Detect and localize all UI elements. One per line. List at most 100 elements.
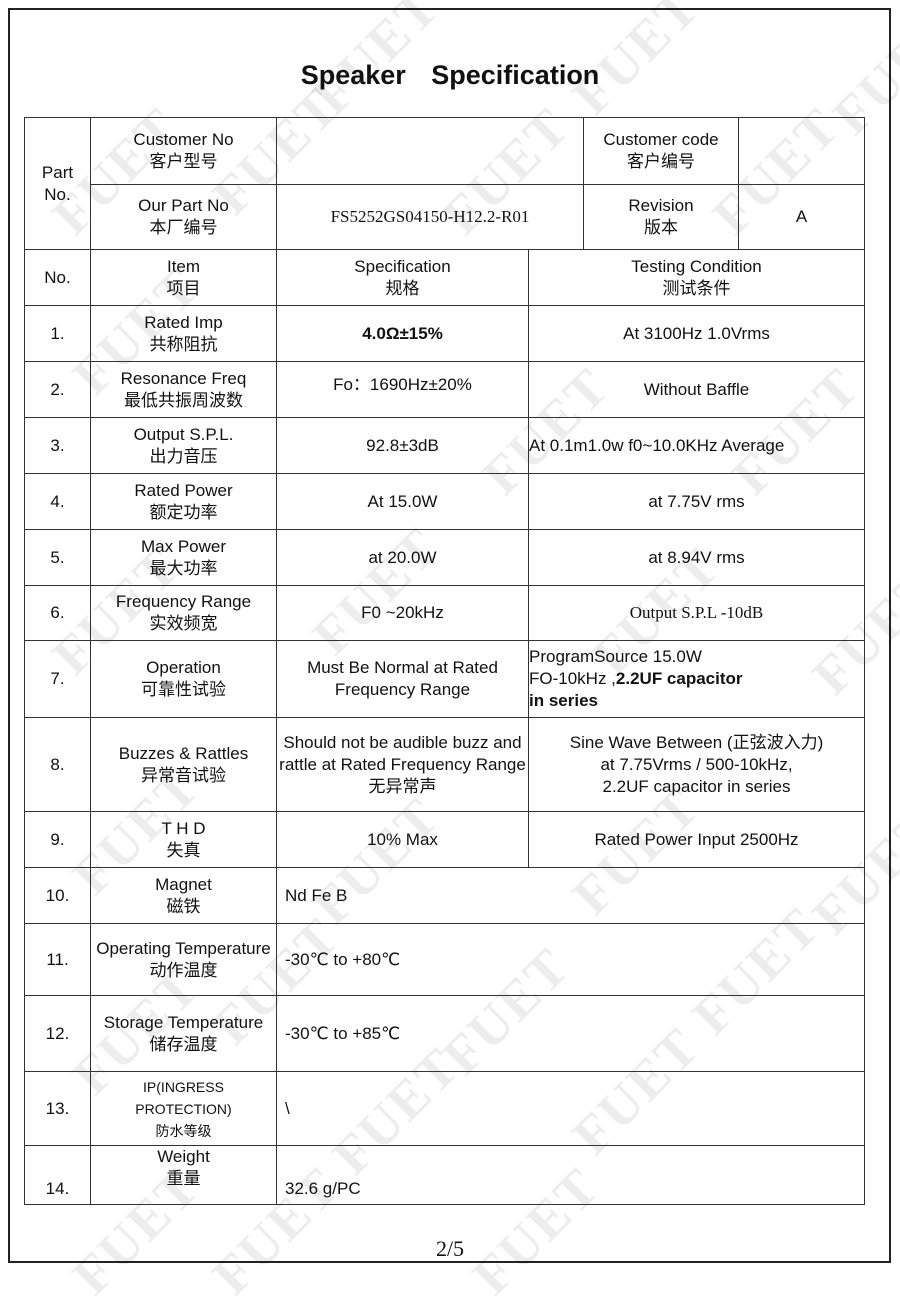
table-row: 4. Rated Power 额定功率 At 15.0W at 7.75V rms bbox=[24, 473, 865, 530]
spec-cell: 10% Max bbox=[276, 811, 529, 868]
label-cn: 客户型号 bbox=[149, 152, 218, 171]
test-line: FO-10kHz , bbox=[529, 669, 616, 688]
item-cn: 最大功率 bbox=[149, 558, 218, 578]
item-cell: Buzzes & Rattles 异常音试验 bbox=[90, 717, 277, 812]
item-cell: T H D 失真 bbox=[90, 811, 277, 868]
table-row: 2. Resonance Freq 最低共振周波数 Fo：1690Hz±20% With… bbox=[24, 361, 865, 418]
item-en: Storage Temperature bbox=[103, 1012, 264, 1032]
item-en: IP(INGRESS PROTECTION) bbox=[135, 1078, 232, 1117]
test-cell: At 3100Hz 1.0Vrms bbox=[528, 305, 865, 362]
item-cell: Operating Temperature 动作温度 bbox=[90, 923, 277, 996]
item-cn: 失真 bbox=[166, 840, 201, 860]
test-cell: Sine Wave Between (正弦波入力) at 7.75Vrms / 5… bbox=[528, 717, 865, 812]
spec-text: 4.0Ω±15% bbox=[362, 323, 443, 343]
item-cell: Output S.P.L. 出力音压 bbox=[90, 417, 277, 474]
spec-cell: at 20.0W bbox=[276, 529, 529, 586]
our-part-no-label: Our Part No 本厂编号 bbox=[90, 184, 277, 250]
item-cn: 共称阻抗 bbox=[149, 334, 218, 354]
document-title: Speaker Specification bbox=[300, 60, 600, 90]
table-row: 7. Operation 可靠性试验 Must Be Normal at Rated … bbox=[24, 640, 865, 718]
table-header-row: No. Item 项目 Specification 规格 Testing Condi… bbox=[24, 249, 865, 306]
col-item: Item 项目 bbox=[90, 249, 277, 306]
spec-cell: F0 ~20kHz bbox=[276, 585, 529, 641]
table-row: 8. Buzzes & Rattles 异常音试验 Should not be aud… bbox=[24, 717, 865, 812]
label-cn: 本厂编号 bbox=[149, 218, 218, 237]
label-en: Testing Condition bbox=[631, 256, 762, 276]
test-cell: Without Baffle bbox=[528, 361, 865, 418]
item-cell: Max Power 最大功率 bbox=[90, 529, 277, 586]
item-cell: Magnet 磁铁 bbox=[90, 867, 277, 924]
item-en: Rated Power bbox=[134, 480, 233, 500]
col-spec: Specification 规格 bbox=[276, 249, 529, 306]
spec-table: No. Item 项目 Specification 规格 Testing Condi… bbox=[24, 249, 865, 1205]
row-number: 14. bbox=[24, 1145, 91, 1205]
item-cell: Resonance Freq 最低共振周波数 bbox=[90, 361, 277, 418]
spec-cell: 32.6 g/PC bbox=[276, 1145, 865, 1205]
revision-label: Revision 版本 bbox=[583, 184, 739, 250]
col-no: No. bbox=[24, 249, 91, 306]
test-line: Sine Wave Between (正弦波入力) bbox=[569, 732, 824, 752]
item-en: Magnet bbox=[155, 874, 212, 894]
spec-cell: Must Be Normal at Rated Frequency Range bbox=[276, 640, 529, 718]
item-cell: Weight 重量 bbox=[90, 1145, 277, 1205]
test-cell: ProgramSource 15.0W FO-10kHz ,2.2UF capac… bbox=[528, 640, 865, 718]
test-line: 2.2UF capacitor in series bbox=[602, 776, 791, 796]
part-info-table: Part No. Customer No 客户型号 Customer code 客户… bbox=[24, 117, 865, 250]
spec-cell: Fo：1690Hz±20% bbox=[276, 361, 529, 418]
item-en: Output S.P.L. bbox=[133, 424, 234, 444]
test-cell: At 0.1m1.0w f0~10.0KHz Average bbox=[528, 417, 865, 474]
table-row: 11. Operating Temperature 动作温度 -30℃ to +80℃ bbox=[24, 923, 865, 996]
item-en: Max Power bbox=[140, 536, 227, 556]
label-cn: 项目 bbox=[166, 278, 201, 298]
item-cn: 最低共振周波数 bbox=[124, 390, 243, 410]
item-cell: Rated Power 额定功率 bbox=[90, 473, 277, 530]
table-row: 1. Rated Imp 共称阻抗 4.0Ω±15% At 3100Hz 1.0Vrms bbox=[24, 305, 865, 362]
spec-cell: -30℃ to +85℃ bbox=[276, 995, 865, 1072]
test-line: in series bbox=[529, 691, 598, 710]
row-number: 9. bbox=[24, 811, 91, 868]
table-row: 5. Max Power 最大功率 at 20.0W at 8.94V rms bbox=[24, 529, 865, 586]
spec-cn: 无异常声 bbox=[368, 776, 437, 796]
label-cn: 规格 bbox=[385, 278, 420, 298]
col-test: Testing Condition 测试条件 bbox=[528, 249, 865, 306]
item-cell: IP(INGRESS PROTECTION) 防水等级 bbox=[90, 1071, 277, 1146]
table-row: 13. IP(INGRESS PROTECTION) 防水等级 \ bbox=[24, 1071, 865, 1146]
item-cn: 磁铁 bbox=[166, 896, 201, 916]
row-number: 13. bbox=[24, 1071, 91, 1146]
item-cell: Operation 可靠性试验 bbox=[90, 640, 277, 718]
spec-text: Should not be audible buzz and rattle at… bbox=[279, 732, 526, 774]
test-line: ProgramSource 15.0W bbox=[529, 647, 702, 666]
row-number: 8. bbox=[24, 717, 91, 812]
item-en: Frequency Range bbox=[115, 592, 252, 611]
part-no-label: Part No. bbox=[24, 117, 91, 250]
customer-no-value bbox=[276, 117, 584, 185]
spec-text: Fo：1690Hz±20% bbox=[333, 375, 472, 394]
spec-cell: 92.8±3dB bbox=[276, 417, 529, 474]
label-en: Customer No bbox=[133, 130, 234, 149]
customer-no-label: Customer No 客户型号 bbox=[90, 117, 277, 185]
test-line: at 7.75Vrms / 500-10kHz, bbox=[600, 754, 793, 774]
spec-text: F0 ~20kHz bbox=[361, 603, 444, 622]
row-number: 5. bbox=[24, 529, 91, 586]
item-cn: 重量 bbox=[166, 1169, 201, 1188]
test-line: 2.2UF capacitor bbox=[615, 669, 743, 688]
item-en: Rated Imp bbox=[144, 312, 223, 332]
customer-code-label: Customer code 客户编号 bbox=[583, 117, 739, 185]
item-cn: 动作温度 bbox=[149, 960, 218, 980]
row-number: 10. bbox=[24, 867, 91, 924]
label-en: Customer code bbox=[603, 130, 719, 149]
row-number: 7. bbox=[24, 640, 91, 718]
spec-cell: Nd Fe B bbox=[276, 867, 865, 924]
table-row: 6. Frequency Range 实效频宽 F0 ~20kHz Output S.P… bbox=[24, 585, 865, 641]
page-border bbox=[8, 8, 891, 1263]
spec-text: at 20.0W bbox=[368, 547, 437, 567]
label-cn: 版本 bbox=[644, 218, 678, 237]
item-cn: 储存温度 bbox=[149, 1034, 218, 1054]
revision-value: A bbox=[738, 184, 865, 250]
row-number: 3. bbox=[24, 417, 91, 474]
label-en: Revision bbox=[628, 196, 694, 215]
spec-text: At 15.0W bbox=[367, 491, 438, 511]
label-en: Item bbox=[166, 256, 201, 276]
test-cell: Rated Power Input 2500Hz bbox=[528, 811, 865, 868]
test-cell: Output S.P.L -10dB bbox=[528, 585, 865, 641]
